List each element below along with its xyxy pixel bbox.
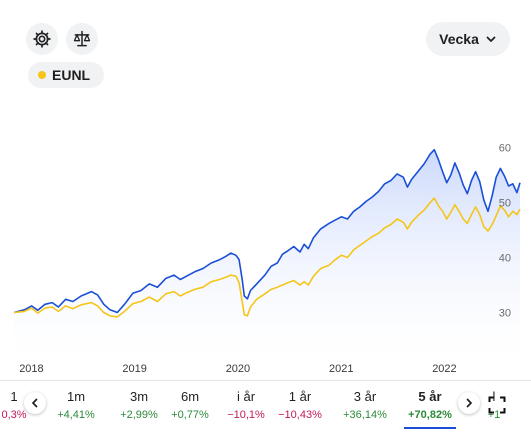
settings-button[interactable]	[26, 23, 58, 55]
legend-item-eunl[interactable]: EUNL	[28, 62, 105, 88]
period-tab-label: 1	[10, 389, 18, 404]
period-tab-label: 3m	[129, 389, 149, 404]
x-tick-label: 2019	[122, 363, 146, 375]
series-area-0	[14, 149, 520, 360]
period-tab[interactable]: 1 0,3%	[0, 381, 42, 431]
period-tab-label: 5 år	[418, 389, 442, 404]
x-tick-label: 2021	[329, 363, 353, 375]
series-line-1	[13, 197, 521, 318]
chevron-down-icon	[486, 36, 496, 42]
period-select[interactable]: Vecka	[426, 22, 510, 56]
gear-icon	[33, 30, 51, 48]
period-tab-label: 6m	[180, 389, 200, 404]
series-line-0	[13, 148, 521, 314]
y-tick-label: 50	[499, 198, 511, 210]
period-tab[interactable]: i år −10,1%	[218, 381, 274, 431]
y-tick-label: 30	[499, 308, 511, 320]
period-tab[interactable]: 5 år +70,82%	[402, 381, 458, 431]
period-tabs: 1 0,3% 1m +4,41% 3m +2,99% 6m +0,77% i år −10,1% 1…	[0, 380, 531, 434]
period-tab[interactable]: 1 år −10,43%	[272, 381, 328, 431]
period-tab-change: +36,14%	[343, 409, 387, 421]
x-tick-label: 2020	[226, 363, 250, 375]
period-tab-label: 1 år	[288, 389, 312, 404]
y-tick-label: 60	[499, 143, 511, 155]
y-tick-label: 40	[499, 253, 511, 265]
x-tick-label: 2022	[432, 363, 456, 375]
period-tab-change: +70,82%	[408, 409, 452, 421]
chevron-left-icon	[32, 398, 38, 408]
period-select-label: Vecka	[439, 31, 479, 47]
period-tab-label: 3 år	[353, 389, 377, 404]
scale-icon	[73, 30, 91, 47]
x-tick-label: 2018	[19, 363, 43, 375]
period-tab-label: 1m	[66, 389, 86, 404]
period-tab-change: +0,77%	[171, 409, 209, 421]
period-tab[interactable]: 3m +2,99%	[111, 381, 167, 431]
expand-icon[interactable]	[488, 396, 506, 414]
tabs-prev-button[interactable]	[24, 392, 46, 414]
period-tab-change: −10,43%	[278, 409, 322, 421]
period-tab-label: i år	[236, 389, 256, 404]
compare-button[interactable]	[66, 23, 98, 55]
period-tab-change: −10,1%	[227, 409, 265, 421]
period-tab-change: +4,41%	[57, 409, 95, 421]
chevron-right-icon	[466, 398, 472, 408]
price-chart: 30 40 50 60 2018 2019 2020 2021 2022	[13, 143, 521, 375]
tabs-next-button[interactable]	[458, 392, 480, 414]
legend-label: EUNL	[52, 67, 91, 83]
period-tab[interactable]: 1m +4,41%	[48, 381, 104, 431]
period-tab[interactable]: 3 år +36,14%	[337, 381, 393, 431]
period-tab-change: +2,99%	[120, 409, 158, 421]
legend-dot	[38, 71, 46, 79]
period-tab-change: 0,3%	[1, 409, 27, 421]
period-tab[interactable]: 6m +0,77%	[162, 381, 218, 431]
